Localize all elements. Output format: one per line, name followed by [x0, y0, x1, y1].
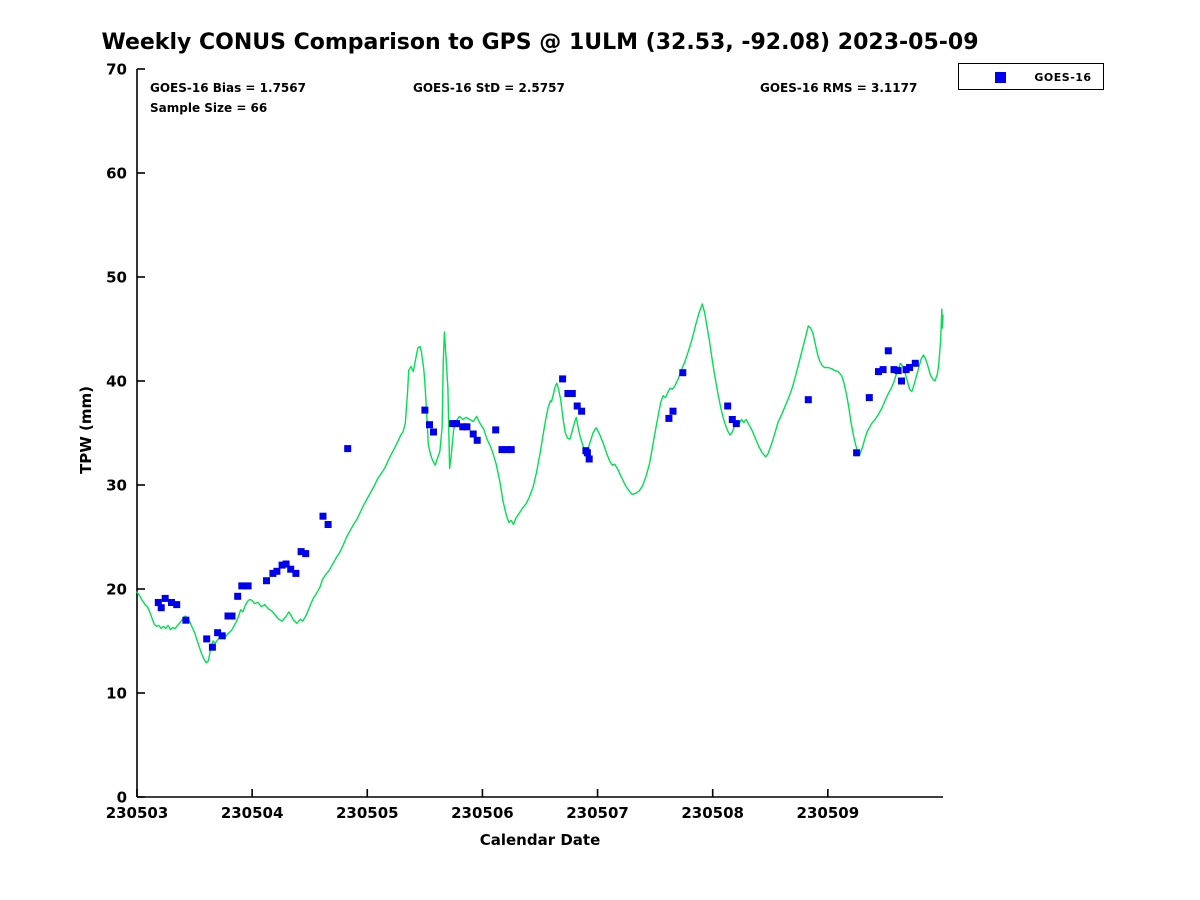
goes16-marker: [492, 426, 500, 434]
goes16-marker: [568, 390, 576, 397]
goes16-marker: [559, 375, 567, 383]
goes16-marker: [161, 594, 169, 602]
y-tick-label: 50: [106, 269, 127, 287]
goes16-marker: [453, 420, 460, 428]
stat-sample-size: Sample Size = 66: [150, 101, 268, 115]
goes16-marker: [503, 446, 511, 454]
goes16-marker: [297, 548, 305, 556]
goes16-marker: [168, 599, 175, 606]
goes16-marker: [898, 377, 905, 385]
goes16-marker: [273, 567, 281, 575]
goes16-marker: [154, 599, 162, 606]
x-tick-label: 230507: [566, 804, 629, 822]
goes16-marker: [469, 430, 477, 438]
goes16-marker: [911, 359, 919, 367]
goes16-marker: [906, 364, 914, 371]
goes16-marker: [182, 616, 190, 624]
goes16-marker: [585, 455, 593, 463]
goes16-marker: [292, 569, 300, 577]
goes16-marker: [498, 446, 506, 454]
goes16-marker: [421, 406, 429, 414]
goes16-marker: [278, 561, 286, 569]
goes16-marker: [449, 420, 456, 428]
gps-line: [136, 303, 944, 664]
goes16-marker: [583, 449, 591, 457]
goes16-marker: [234, 592, 242, 600]
stat-rms: GOES-16 RMS = 3.1177: [760, 81, 918, 95]
x-axis-label: Calendar Date: [479, 831, 601, 849]
x-tick-label: 230505: [336, 804, 399, 822]
goes16-marker: [282, 560, 290, 568]
goes16-marker: [302, 550, 310, 558]
goes16-marker: [173, 601, 181, 609]
y-tick-label: 70: [106, 61, 127, 79]
goes16-marker: [564, 390, 572, 397]
goes16-marker: [865, 394, 873, 402]
y-tick-label: 60: [106, 165, 127, 183]
x-tick-label: 230504: [221, 804, 284, 822]
goes16-marker: [473, 436, 481, 444]
goes16-marker: [507, 446, 515, 454]
goes16-marker: [890, 366, 898, 374]
chart-title: Weekly CONUS Comparison to GPS @ 1ULM (3…: [101, 30, 979, 55]
goes16-marker: [879, 366, 887, 374]
goes16-marker: [578, 407, 586, 415]
y-tick-label: 10: [106, 685, 127, 703]
goes16-marker: [218, 632, 226, 640]
goes16-marker: [287, 565, 295, 573]
y-tick-label: 30: [106, 477, 127, 495]
goes16-marker: [238, 582, 246, 590]
goes16-marker: [228, 612, 236, 620]
x-tick-label: 230509: [797, 804, 860, 822]
goes16-marker: [214, 629, 222, 637]
goes16-marker: [344, 445, 352, 453]
goes16-marker: [319, 512, 327, 520]
goes16-marker: [853, 449, 861, 457]
goes16-marker: [724, 402, 732, 410]
y-tick-label: 0: [117, 789, 127, 807]
x-tick-label: 230508: [681, 804, 744, 822]
goes16-marker: [573, 402, 581, 410]
stat-std: GOES-16 StD = 2.5757: [413, 81, 565, 95]
goes16-marker: [679, 369, 687, 377]
goes16-marker: [894, 367, 902, 375]
goes16-marker: [459, 423, 467, 431]
goes16-marker: [728, 416, 736, 423]
goes16-marker: [324, 521, 332, 528]
goes16-marker: [669, 407, 677, 415]
goes16-marker: [665, 414, 673, 422]
goes16-marker: [224, 612, 232, 620]
goes16-marker: [203, 635, 211, 643]
goes16-marker: [426, 421, 433, 429]
y-tick-label: 40: [106, 373, 127, 391]
goes16-marker: [244, 582, 252, 590]
goes16-marker: [263, 577, 270, 585]
goes16-marker: [430, 428, 437, 436]
y-tick-label: 20: [106, 581, 127, 599]
stat-bias: GOES-16 Bias = 1.7567: [150, 81, 306, 95]
goes16-marker: [269, 569, 277, 577]
legend: GOES-16: [958, 63, 1104, 90]
goes16-marker: [732, 420, 740, 428]
goes16-marker: [875, 368, 882, 376]
goes16-marker: [463, 423, 471, 431]
legend-square-marker-icon: [995, 72, 1006, 83]
x-tick-label: 230506: [451, 804, 514, 822]
goes16-marker: [804, 396, 812, 404]
goes16-marker: [208, 643, 216, 651]
goes16-marker: [157, 604, 165, 612]
goes16-marker: [884, 347, 892, 355]
legend-label: GOES-16: [1034, 71, 1092, 84]
x-tick-label: 230503: [106, 804, 169, 822]
